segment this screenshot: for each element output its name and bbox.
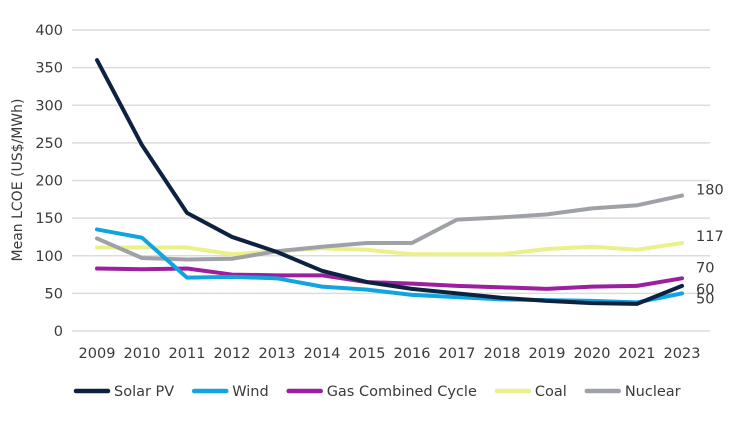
y-tick-label: 150 — [35, 211, 63, 227]
legend-label: Nuclear — [625, 384, 681, 400]
y-tick-label: 0 — [54, 324, 63, 340]
y-tick-label: 250 — [35, 136, 63, 152]
gridlines — [72, 29, 710, 332]
x-tick-label: 2017 — [439, 346, 476, 362]
series-line-solar-pv — [95, 58, 684, 306]
x-tick-label: 2012 — [214, 346, 251, 362]
y-tick-label: 200 — [35, 174, 63, 190]
end-label-nuclear: 180 — [696, 183, 724, 199]
legend-label: Coal — [535, 384, 567, 400]
y-axis-ticks: 0 50 100 150 200 250 300 350 400 — [35, 23, 63, 340]
series-line-nuclear — [95, 193, 684, 262]
x-tick-label: 2009 — [79, 346, 116, 362]
y-tick-label: 300 — [35, 98, 63, 114]
y-tick-label: 350 — [35, 61, 63, 77]
x-tick-label: 2010 — [124, 346, 161, 362]
x-tick-label: 2013 — [259, 346, 296, 362]
x-tick-label: 2021 — [619, 346, 656, 362]
x-tick-label: 2011 — [169, 346, 206, 362]
series-line-wind — [95, 227, 684, 305]
y-tick-label: 400 — [35, 23, 63, 39]
end-label-coal: 117 — [696, 229, 724, 245]
x-tick-label: 2019 — [529, 346, 566, 362]
y-tick-label: 50 — [45, 286, 63, 302]
end-label-solar-pv: 60 — [696, 282, 714, 298]
legend: Solar PV Wind Gas Combined Cycle Coal Nuclea… — [73, 384, 681, 400]
x-tick-label: 2015 — [349, 346, 386, 362]
y-axis-label: Mean LCOE (US$/MWh) — [10, 99, 26, 262]
legend-label: Gas Combined Cycle — [327, 384, 477, 400]
end-label-wind: 50 — [696, 291, 714, 307]
legend-label: Solar PV — [114, 384, 174, 400]
legend-label: Wind — [232, 384, 268, 400]
x-axis-ticks: 2009 2010 2011 2012 2013 2014 2015 2016 2017 2018… — [79, 346, 701, 362]
x-tick-label: 2018 — [484, 346, 521, 362]
x-tick-label: 2016 — [394, 346, 431, 362]
series-lines — [95, 58, 684, 306]
end-label-gas-combined-cycle: 70 — [696, 260, 714, 276]
series-line-coal — [95, 240, 684, 257]
x-tick-label: 2014 — [304, 346, 341, 362]
y-tick-label: 100 — [35, 249, 63, 265]
series-line-gas-combined-cycle — [95, 266, 684, 291]
x-tick-label: 2020 — [574, 346, 611, 362]
x-tick-label: 2023 — [664, 346, 701, 362]
